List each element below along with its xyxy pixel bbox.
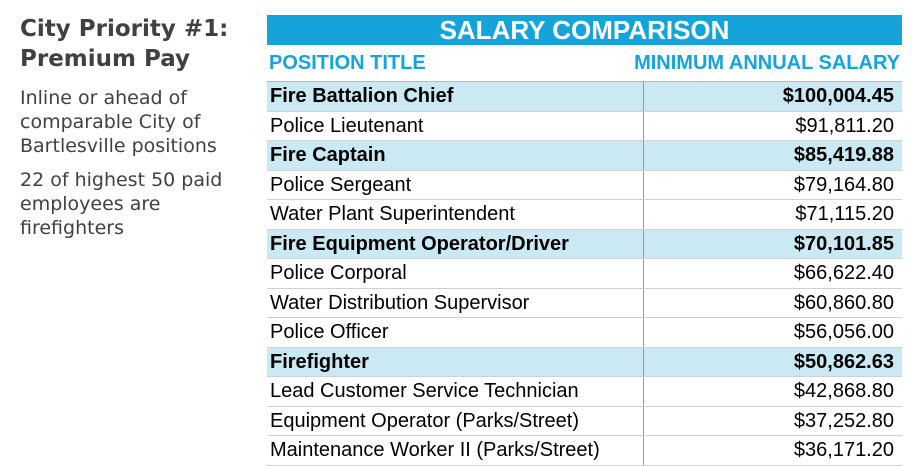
salary: $70,101.85	[793, 232, 894, 255]
salary: $37,252.80	[793, 409, 894, 432]
position-title: Fire Captain	[267, 141, 644, 170]
salary: $56,056.00	[793, 321, 894, 343]
position-title: Firefighter	[267, 347, 644, 376]
salary: $100,004.45	[782, 85, 894, 107]
table-row: Police Corporal $66,622.40	[267, 259, 902, 289]
position-title: Fire Equipment Operator/Driver	[267, 229, 644, 258]
position-title: Police Sergeant	[267, 170, 644, 199]
salary: $91,811.20	[795, 114, 894, 137]
salary: $42,868.80	[793, 380, 894, 402]
position-title: Equipment Operator (Parks/Street)	[267, 406, 644, 435]
paragraph: Inline or ahead of comparable City of Ba…	[20, 87, 217, 157]
salary: $79,164.80	[793, 173, 894, 196]
salary: $50,862.63	[793, 350, 894, 373]
salary: $66,622.40	[793, 262, 894, 284]
salary-table: SALARY COMPARISON POSITION TITLE MINIMUM…	[267, 15, 902, 466]
position-title: Water Distribution Supervisor	[267, 288, 644, 317]
table-row: Maintenance Worker II (Parks/Street) $36,…	[267, 436, 902, 466]
position-title: Fire Battalion Chief	[267, 82, 644, 111]
table-row: Police Officer $56,056.00	[267, 318, 902, 348]
position-title: Police Officer	[267, 318, 644, 347]
table-row: Fire Equipment Operator/Driver $70,101.85	[267, 229, 902, 259]
table-row: Equipment Operator (Parks/Street) $37,252…	[267, 406, 902, 436]
sidebar-title: City Priority #1: Premium Pay	[20, 16, 229, 72]
position-title: Lead Customer Service Technician	[267, 377, 644, 406]
table-title: SALARY COMPARISON	[267, 15, 902, 45]
table-row: Water Distribution Supervisor $60,860.80	[267, 288, 902, 318]
table-row: Police Sergeant $79,164.80	[267, 170, 902, 200]
table-row: Lead Customer Service Technician $42,868.…	[267, 377, 902, 407]
table-row: Police Lieutenant $91,811.20	[267, 111, 902, 141]
position-title: Water Plant Superintendent	[267, 200, 644, 229]
column-headers: POSITION TITLE MINIMUM ANNUAL SALARY	[267, 45, 902, 82]
salary: $85,419.88	[793, 144, 894, 166]
position-title: Maintenance Worker II (Parks/Street)	[267, 436, 644, 465]
position-title: Police Corporal	[267, 259, 644, 288]
table-row: Fire Battalion Chief $100,004.45	[267, 82, 902, 112]
paragraph: 22 of highest 50 paid employees are fire…	[20, 169, 223, 239]
salary: $36,171.20	[793, 439, 894, 461]
sidebar: City Priority #1: Premium Pay Inline or …	[20, 14, 260, 250]
salary: $71,115.20	[795, 203, 894, 225]
table-body: Fire Battalion Chief $100,004.45 Police Li…	[267, 82, 902, 466]
column-header: POSITION TITLE	[269, 51, 426, 74]
table-row: Water Plant Superintendent $71,115.20	[267, 200, 902, 230]
table-row: Fire Captain $85,419.88	[267, 141, 902, 171]
table-row: Firefighter $50,862.63	[267, 347, 902, 377]
position-title: Police Lieutenant	[267, 111, 644, 140]
column-header: MINIMUM ANNUAL SALARY	[634, 51, 900, 74]
salary: $60,860.80	[793, 291, 894, 314]
